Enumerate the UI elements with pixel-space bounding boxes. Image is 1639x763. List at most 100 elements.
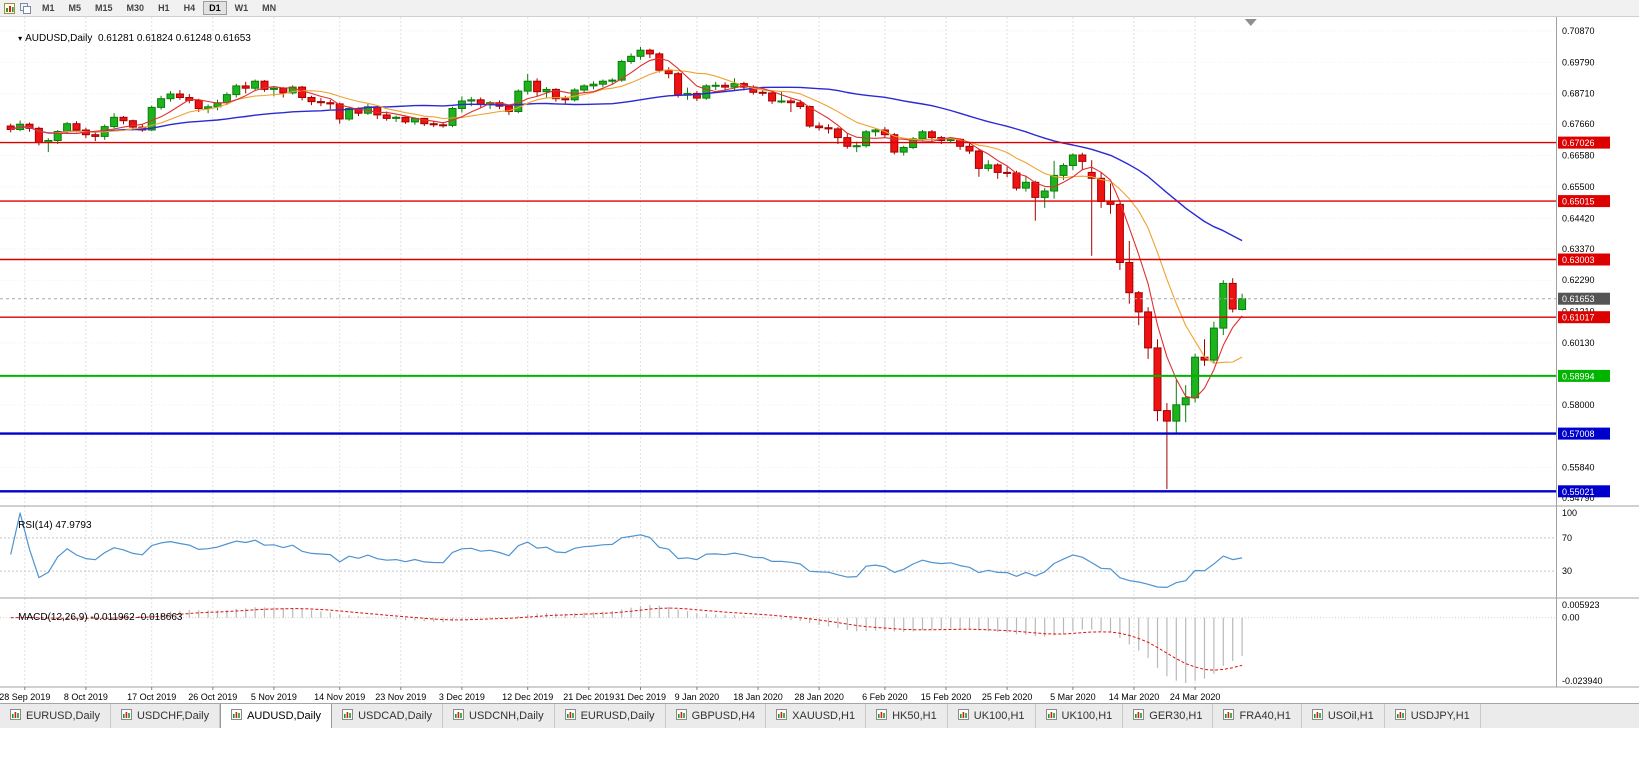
MA-mid: [10, 69, 1243, 364]
chart-shift-marker[interactable]: [1244, 19, 1257, 26]
svg-text:0.65015: 0.65015: [1562, 197, 1595, 207]
svg-text:0.65500: 0.65500: [1562, 182, 1595, 192]
timeframe-button-m5[interactable]: M5: [68, 3, 82, 13]
tab-label: EURUSD,Daily: [580, 710, 655, 722]
svg-text:70: 70: [1562, 533, 1572, 543]
chart-tab-gbpusd-h4[interactable]: GBPUSD,H4: [665, 704, 767, 728]
mini-chart-icon: [876, 709, 888, 723]
tab-label: GER30,H1: [1149, 710, 1203, 722]
timeframe-button-h4[interactable]: H4: [183, 3, 196, 13]
macd-panel: 0.005923 0.00 -0.023940: [0, 600, 1603, 686]
svg-text:0.55840: 0.55840: [1562, 463, 1595, 473]
svg-text:0.60130: 0.60130: [1562, 338, 1595, 348]
rsi-indicator-label: RSI(14) 47.9793: [18, 520, 92, 531]
chart-tab-usdjpy-h1[interactable]: USDJPY,H1: [1384, 704, 1481, 728]
horizontal-lines: [0, 141, 1557, 493]
timeframe-button-m30[interactable]: M30: [126, 3, 145, 13]
mini-chart-icon: [342, 709, 354, 723]
svg-text:0.61653: 0.61653: [1562, 294, 1595, 304]
svg-text:9 Jan 2020: 9 Jan 2020: [675, 692, 720, 702]
timeframe-button-m1[interactable]: M1: [42, 3, 55, 13]
timeframe-button-mn[interactable]: MN: [262, 3, 277, 13]
chart-window: ▾ AUDUSD,Daily 0.61281 0.61824 0.61248 0.…: [0, 17, 1639, 703]
mini-chart-icon: [776, 709, 788, 723]
timeframe-button-w1[interactable]: W1: [234, 3, 249, 13]
tab-label: USDCAD,Daily: [358, 710, 433, 722]
tab-label: EURUSD,Daily: [26, 710, 100, 722]
bottom-filler: [0, 728, 1639, 763]
svg-text:14 Mar 2020: 14 Mar 2020: [1109, 692, 1160, 702]
mini-chart-icon: [1311, 709, 1323, 723]
svg-text:0.68710: 0.68710: [1562, 89, 1595, 99]
one-click-trading-toggle[interactable]: ▾: [18, 34, 23, 43]
svg-text:26 Oct 2019: 26 Oct 2019: [188, 692, 237, 702]
svg-text:5 Nov 2019: 5 Nov 2019: [251, 692, 297, 702]
svg-text:5 Mar 2020: 5 Mar 2020: [1050, 692, 1096, 702]
svg-text:17 Oct 2019: 17 Oct 2019: [127, 692, 176, 702]
tab-label: UK100,H1: [973, 710, 1025, 722]
mini-chart-icon: [1394, 709, 1406, 723]
moving-average-lines: [10, 57, 1243, 399]
svg-text:0.54790: 0.54790: [1562, 493, 1595, 503]
svg-text:28 Sep 2019: 28 Sep 2019: [0, 692, 50, 702]
timeframe-toolbar: M1 M5 M15 M30 H1 H4 D1 W1 MN: [0, 0, 1639, 17]
chart-tab-eurusd-daily[interactable]: EURUSD,Daily: [554, 704, 666, 728]
tab-label: FRA40,H1: [1239, 710, 1291, 722]
svg-text:15 Feb 2020: 15 Feb 2020: [921, 692, 972, 702]
tab-label: USDJPY,H1: [1410, 710, 1470, 722]
timeframe-button-m15[interactable]: M15: [95, 3, 113, 13]
svg-text:6 Feb 2020: 6 Feb 2020: [862, 692, 908, 702]
window-arrange-icon[interactable]: [19, 2, 32, 14]
timeframe-button-h1[interactable]: H1: [158, 3, 170, 13]
macd-indicator-label: MACD(12,26,9) -0.011962 -0.018663: [18, 612, 183, 623]
svg-text:0.67660: 0.67660: [1562, 119, 1595, 129]
mini-chart-icon: [120, 709, 132, 723]
chart-tab-ger30-h1[interactable]: GER30,H1: [1123, 704, 1214, 728]
svg-text:8 Oct 2019: 8 Oct 2019: [64, 692, 108, 702]
tab-label: GBPUSD,H4: [691, 710, 756, 722]
chart-tab-usdcnh-daily[interactable]: USDCNH,Daily: [443, 704, 555, 728]
svg-text:100: 100: [1562, 508, 1577, 518]
chart-tab-xauusd-h1[interactable]: XAUUSD,H1: [766, 704, 867, 728]
svg-text:31 Dec 2019: 31 Dec 2019: [615, 692, 666, 702]
svg-text:0.58994: 0.58994: [1562, 371, 1595, 381]
svg-text:0.69790: 0.69790: [1562, 57, 1595, 67]
chart-tab-usoil-h1[interactable]: USOil,H1: [1301, 704, 1385, 728]
tab-label: HK50,H1: [892, 710, 937, 722]
svg-text:0.64420: 0.64420: [1562, 213, 1595, 223]
svg-text:0.005923: 0.005923: [1562, 600, 1600, 610]
svg-text:25 Feb 2020: 25 Feb 2020: [982, 692, 1033, 702]
chart-tab-usdcad-daily[interactable]: USDCAD,Daily: [332, 704, 444, 728]
chart-tab-audusd-daily[interactable]: AUDUSD,Daily: [220, 704, 333, 728]
chart-profile-icon[interactable]: [3, 2, 16, 14]
svg-text:0.58000: 0.58000: [1562, 400, 1595, 410]
svg-text:14 Nov 2019: 14 Nov 2019: [314, 692, 365, 702]
mini-chart-icon: [10, 709, 21, 723]
date-axis[interactable]: 28 Sep 2019 8 Oct 2019 17 Oct 2019 26 Oct 2…: [0, 687, 1220, 702]
svg-text:24 Mar 2020: 24 Mar 2020: [1170, 692, 1221, 702]
timeframe-button-d1[interactable]: D1: [203, 1, 227, 15]
mini-chart-icon: [1045, 709, 1057, 723]
chart-tab-fra40-h1[interactable]: FRA40,H1: [1213, 704, 1302, 728]
chart-tab-eurusd-daily[interactable]: EURUSD,Daily: [0, 704, 111, 728]
macd-histogram: [19, 605, 1243, 683]
svg-text:12 Dec 2019: 12 Dec 2019: [502, 692, 553, 702]
chart-tab-uk100-h1[interactable]: UK100,H1: [947, 704, 1036, 728]
mini-chart-icon: [231, 709, 243, 723]
candles: [6, 47, 1247, 489]
chart-tab-hk50-h1[interactable]: HK50,H1: [866, 704, 948, 728]
chart-tab-usdchf-daily[interactable]: USDCHF,Daily: [110, 704, 221, 728]
MA-fast: [10, 57, 1243, 399]
mini-chart-icon: [1133, 709, 1145, 723]
svg-text:0.62290: 0.62290: [1562, 275, 1595, 285]
timeframe-buttons: M1 M5 M15 M30 H1 H4 D1 W1 MN: [35, 1, 283, 15]
tab-label: XAUUSD,H1: [792, 710, 856, 722]
current-price-tag: 0.61653: [1558, 292, 1610, 305]
chart-tab-uk100-h1[interactable]: UK100,H1: [1035, 704, 1124, 728]
tab-label: USDCHF,Daily: [136, 710, 210, 722]
svg-text:0.70870: 0.70870: [1562, 26, 1595, 36]
svg-text:0.67026: 0.67026: [1562, 138, 1595, 148]
svg-text:-0.023940: -0.023940: [1562, 676, 1603, 686]
chart-canvas[interactable]: 0.70870 0.69790 0.68710 0.67660 0.66580 0.655…: [0, 17, 1639, 703]
